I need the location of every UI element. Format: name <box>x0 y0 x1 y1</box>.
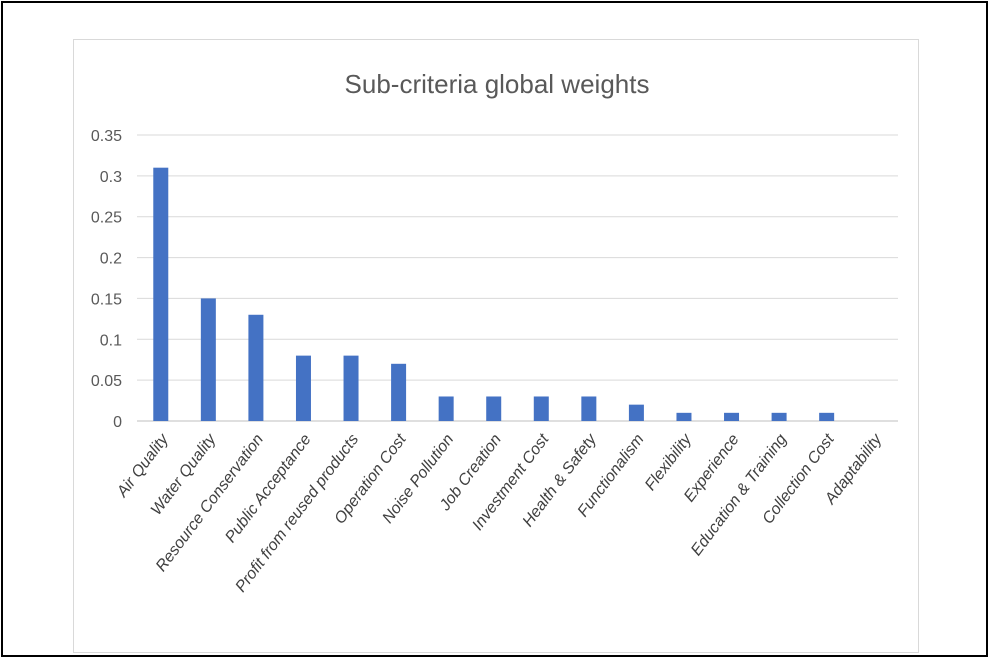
y-tick-label: 0.05 <box>91 373 122 390</box>
x-category-label: Flexibility <box>642 430 696 494</box>
bar <box>581 396 597 421</box>
y-tick-label: 0.3 <box>100 169 122 186</box>
bars <box>153 167 835 421</box>
bar <box>200 298 216 421</box>
bar <box>486 396 502 421</box>
y-tick-label: 0.35 <box>91 128 122 145</box>
bar-chart: Sub-criteria global weights 0 0.05 0.1 0.15… <box>91 69 898 596</box>
bar <box>248 314 264 421</box>
y-tick-label: 0.25 <box>91 210 122 227</box>
bar <box>676 412 692 421</box>
bar <box>533 396 549 421</box>
bar <box>771 412 787 421</box>
y-tick-label: 0.1 <box>100 332 122 349</box>
chart-title: Sub-criteria global weights <box>345 69 650 99</box>
y-tick-label: 0.2 <box>100 251 122 268</box>
bar <box>628 404 644 421</box>
gridlines <box>137 134 898 422</box>
bar <box>295 355 311 421</box>
bar <box>438 396 454 421</box>
bar <box>819 412 835 421</box>
bar <box>343 355 359 421</box>
bar <box>724 412 740 421</box>
x-category-label: Public Acceptance <box>222 431 314 546</box>
bar <box>153 167 169 421</box>
y-tick-label: 0 <box>113 414 122 431</box>
chart-area: Sub-criteria global weights 0 0.05 0.1 0.15… <box>73 39 919 653</box>
y-axis-tick-labels: 0 0.05 0.1 0.15 0.2 0.25 0.3 0.35 <box>91 128 122 431</box>
y-tick-label: 0.15 <box>91 291 122 308</box>
bar <box>391 363 407 421</box>
